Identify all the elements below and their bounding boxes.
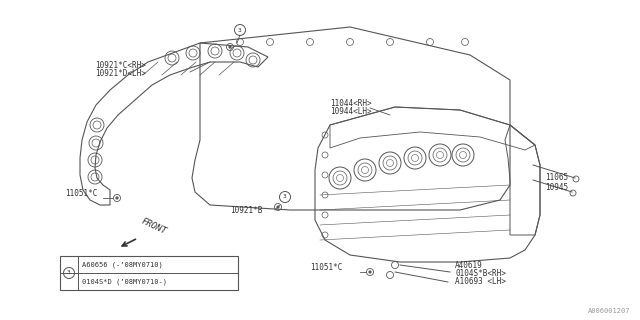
Text: 10921*D<LH>: 10921*D<LH> [95,69,146,78]
Text: 3: 3 [283,195,287,199]
Text: 10944<LH>: 10944<LH> [330,107,372,116]
Text: 0104S*D (’08MY0710-): 0104S*D (’08MY0710-) [82,278,167,285]
Text: FRONT: FRONT [140,217,168,236]
Text: 3: 3 [67,270,71,276]
Text: 10921*C<RH>: 10921*C<RH> [95,61,146,70]
Text: 11051*C: 11051*C [65,189,97,198]
Text: 0104S*B<RH>: 0104S*B<RH> [455,269,506,278]
Circle shape [229,46,231,48]
Circle shape [116,197,118,199]
Text: A40619: A40619 [455,261,483,270]
Circle shape [369,271,371,273]
Text: A10693 <LH>: A10693 <LH> [455,277,506,286]
Text: A60656 (-’08MY0710): A60656 (-’08MY0710) [82,261,163,268]
Text: 11051*C: 11051*C [310,263,342,272]
Text: 3: 3 [238,28,242,33]
Text: 10921*B: 10921*B [230,206,262,215]
Bar [60,256,238,290]
Text: 11044<RH>: 11044<RH> [330,99,372,108]
Text: A006001207: A006001207 [588,308,630,314]
Text: 10945: 10945 [545,183,568,192]
Circle shape [277,206,279,208]
Text: 11065: 11065 [545,173,568,182]
